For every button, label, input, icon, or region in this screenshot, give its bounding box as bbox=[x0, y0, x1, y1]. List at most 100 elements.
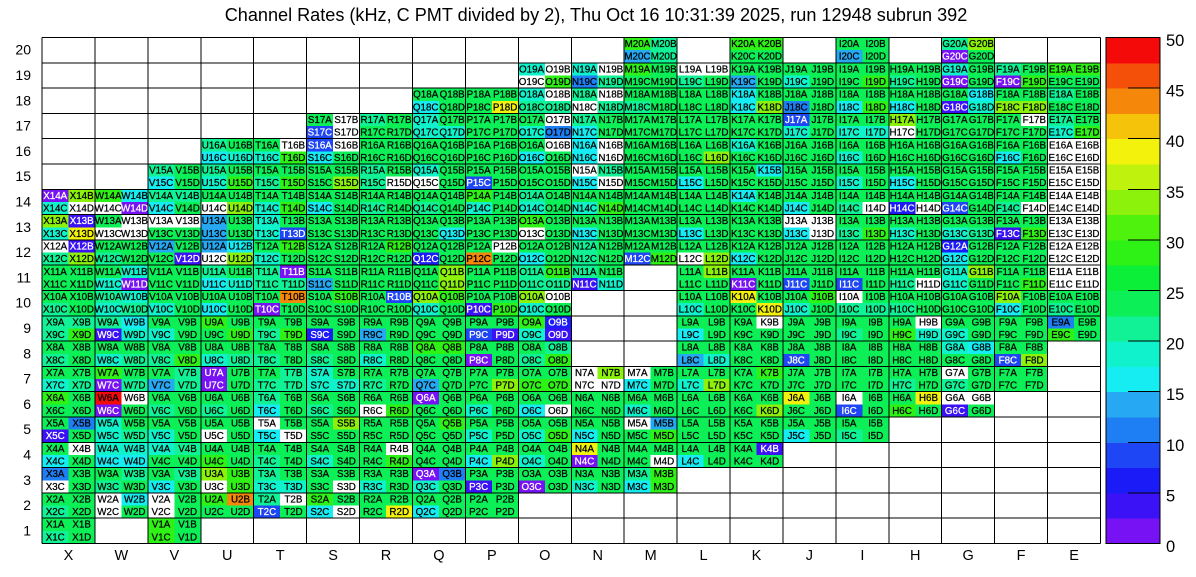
svg-text:O19A: O19A bbox=[519, 64, 545, 75]
svg-text:P4C: P4C bbox=[469, 456, 488, 467]
svg-text:V8B: V8B bbox=[178, 343, 197, 354]
svg-text:U13A: U13A bbox=[202, 216, 227, 227]
svg-text:K9A: K9A bbox=[734, 317, 753, 328]
svg-text:J9B: J9B bbox=[814, 317, 831, 328]
svg-text:J10C: J10C bbox=[785, 305, 808, 316]
svg-text:P10B: P10B bbox=[493, 292, 517, 303]
svg-text:X12A: X12A bbox=[43, 241, 67, 252]
svg-text:1: 1 bbox=[23, 522, 31, 538]
svg-text:O11D: O11D bbox=[546, 279, 571, 290]
svg-text:M16A: M16A bbox=[625, 140, 651, 151]
svg-text:N15B: N15B bbox=[599, 166, 624, 177]
svg-text:S8C: S8C bbox=[310, 355, 329, 366]
svg-text:O14C: O14C bbox=[519, 204, 545, 215]
svg-text:J11C: J11C bbox=[785, 279, 807, 290]
svg-text:H16C: H16C bbox=[889, 153, 914, 164]
svg-text:S15D: S15D bbox=[334, 178, 359, 189]
svg-text:N15C: N15C bbox=[572, 178, 597, 189]
svg-text:T9D: T9D bbox=[284, 330, 303, 341]
svg-text:X11B: X11B bbox=[70, 267, 94, 278]
svg-text:T3A: T3A bbox=[258, 469, 276, 480]
svg-text:E19A: E19A bbox=[1049, 64, 1073, 75]
svg-text:R6A: R6A bbox=[363, 393, 383, 404]
svg-text:L12A: L12A bbox=[679, 241, 702, 252]
svg-text:K17C: K17C bbox=[731, 128, 756, 139]
svg-text:I5A: I5A bbox=[842, 419, 857, 430]
svg-text:K6B: K6B bbox=[760, 393, 779, 404]
svg-text:I12A: I12A bbox=[839, 241, 860, 252]
svg-text:T8D: T8D bbox=[284, 355, 303, 366]
svg-text:18: 18 bbox=[15, 92, 31, 108]
svg-text:X13A: X13A bbox=[43, 216, 67, 227]
svg-text:G18D: G18D bbox=[969, 102, 995, 113]
svg-text:W10B: W10B bbox=[121, 292, 148, 303]
svg-text:N18C: N18C bbox=[572, 102, 597, 113]
svg-text:V13D: V13D bbox=[175, 229, 200, 240]
svg-text:G13A: G13A bbox=[942, 216, 968, 227]
svg-text:P14D: P14D bbox=[493, 204, 518, 215]
svg-text:F12C: F12C bbox=[996, 254, 1020, 265]
svg-text:N3D: N3D bbox=[601, 482, 621, 493]
svg-text:Q13A: Q13A bbox=[413, 216, 439, 227]
svg-text:I19C: I19C bbox=[839, 77, 860, 88]
svg-text:E15A: E15A bbox=[1049, 166, 1073, 177]
svg-text:E13A: E13A bbox=[1049, 216, 1073, 227]
svg-text:S4B: S4B bbox=[337, 444, 356, 455]
svg-text:T10B: T10B bbox=[282, 292, 306, 303]
svg-text:I6A: I6A bbox=[842, 393, 857, 404]
svg-text:O3B: O3B bbox=[548, 469, 568, 480]
svg-text:U7A: U7A bbox=[204, 368, 224, 379]
svg-text:J9D: J9D bbox=[814, 330, 831, 341]
svg-text:X8B: X8B bbox=[72, 343, 91, 354]
svg-text:H18D: H18D bbox=[916, 102, 941, 113]
svg-text:L16A: L16A bbox=[679, 140, 702, 151]
svg-text:N7B: N7B bbox=[601, 368, 621, 379]
svg-text:N12A: N12A bbox=[572, 241, 597, 252]
svg-text:L10C: L10C bbox=[679, 305, 702, 316]
svg-text:O4D: O4D bbox=[548, 456, 568, 467]
svg-text:N14B: N14B bbox=[599, 191, 624, 202]
svg-text:L13A: L13A bbox=[679, 216, 702, 227]
svg-text:R5D: R5D bbox=[389, 431, 409, 442]
svg-text:N13D: N13D bbox=[598, 229, 623, 240]
svg-text:J15C: J15C bbox=[785, 178, 808, 189]
svg-text:25: 25 bbox=[1166, 285, 1184, 303]
svg-text:L11B: L11B bbox=[706, 267, 729, 278]
svg-text:V: V bbox=[169, 548, 179, 564]
svg-text:S5B: S5B bbox=[337, 419, 356, 430]
svg-text:T8B: T8B bbox=[284, 343, 302, 354]
svg-text:I11B: I11B bbox=[866, 267, 886, 278]
svg-text:U7B: U7B bbox=[231, 368, 251, 379]
svg-text:Q11C: Q11C bbox=[413, 279, 438, 290]
svg-text:N4C: N4C bbox=[575, 456, 595, 467]
svg-text:W9D: W9D bbox=[124, 330, 146, 341]
svg-text:U11B: U11B bbox=[229, 267, 253, 278]
svg-text:U16A: U16A bbox=[202, 140, 227, 151]
svg-text:F18B: F18B bbox=[1023, 90, 1047, 101]
svg-text:N16C: N16C bbox=[572, 153, 597, 164]
svg-text:I6B: I6B bbox=[868, 393, 883, 404]
svg-text:X13D: X13D bbox=[69, 229, 94, 240]
svg-text:T7C: T7C bbox=[258, 381, 277, 392]
svg-text:X11C: X11C bbox=[43, 279, 67, 290]
svg-text:S10A: S10A bbox=[308, 292, 332, 303]
svg-text:G12A: G12A bbox=[942, 241, 968, 252]
svg-text:L6A: L6A bbox=[682, 393, 700, 404]
svg-text:J: J bbox=[806, 548, 813, 564]
svg-text:Q15A: Q15A bbox=[413, 166, 439, 177]
svg-text:L5D: L5D bbox=[708, 431, 726, 442]
svg-text:V11C: V11C bbox=[149, 279, 173, 290]
svg-text:R3D: R3D bbox=[389, 482, 409, 493]
svg-text:M18C: M18C bbox=[624, 102, 650, 113]
svg-text:G11A: G11A bbox=[943, 267, 968, 278]
svg-text:X3A: X3A bbox=[46, 469, 65, 480]
svg-text:K14D: K14D bbox=[757, 204, 782, 215]
svg-text:K16A: K16A bbox=[731, 140, 755, 151]
svg-text:I12D: I12D bbox=[865, 254, 886, 265]
svg-text:J7D: J7D bbox=[814, 381, 831, 392]
svg-text:4: 4 bbox=[23, 446, 31, 462]
svg-text:G18C: G18C bbox=[942, 102, 968, 113]
svg-text:W: W bbox=[115, 548, 129, 564]
svg-text:P15B: P15B bbox=[493, 166, 517, 177]
svg-text:N6B: N6B bbox=[601, 393, 621, 404]
